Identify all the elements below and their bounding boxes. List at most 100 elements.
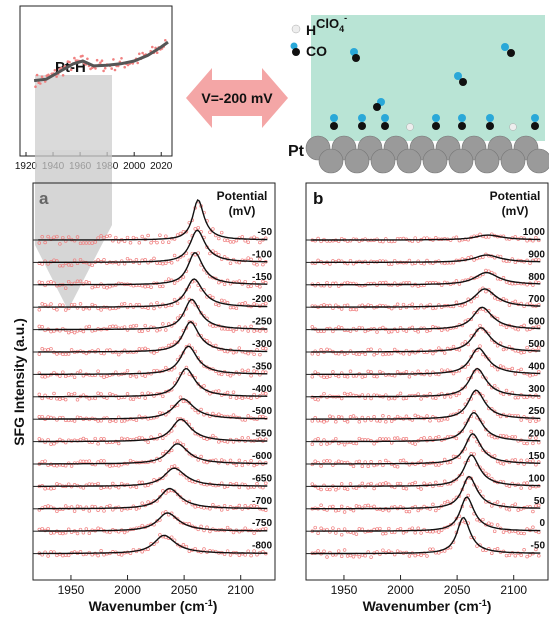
spectrum-data-point [378,526,382,531]
spectrum-data-point [193,505,197,509]
spectrum-data-point [484,268,488,273]
spectrum-data-point [419,459,423,463]
spectrum-data-point [246,436,250,440]
spectrum-data-point [498,414,503,419]
spectrum-data-point [175,439,180,443]
spectrum-data-point [234,481,239,486]
inset-point [110,67,113,70]
spectrum-data-point [61,235,65,240]
spectrum-data-point [345,420,350,424]
spectrum-data-point [445,417,450,421]
spectrum-data-point [445,461,450,465]
spectrum-data-point [531,509,535,514]
spectrum-data-point [516,327,520,332]
spectrum-data-point [196,382,200,386]
spectrum-data-point [90,482,94,487]
spectrum-data-point [178,296,183,300]
spectrum-data-point [428,392,432,396]
potential-label: -50 [531,541,546,552]
spectrum-data-point [490,504,494,508]
spectrum-data-point [363,374,367,378]
spectrum-data-point [225,525,230,530]
spectrum-data-point [149,302,153,307]
spectrum-data-point [507,303,512,307]
spectrum-data-point [460,342,465,346]
spectrum-data-point [339,482,344,486]
spectrum-fit-line [311,288,541,308]
spectrum-data-point [72,509,77,513]
spectrum-data-point [81,486,86,490]
spectrum-data-point [525,481,529,485]
co-legend-icon-o [290,42,298,50]
adsorbed-co-carbon [458,122,466,130]
adsorbed-co-carbon [330,122,338,130]
spectrum-data-point [484,471,488,476]
spectrum-data-point [328,262,332,266]
spectrum-data-point [99,392,103,396]
spectrum-data-point [208,322,212,327]
spectrum-data-point [116,262,121,266]
spectrum-data-point [219,327,224,331]
inset-point [113,68,117,72]
spectrum-data-point [522,531,526,536]
spectrum-data-point [228,458,233,463]
spectrum-data-point [93,436,97,441]
spectrum-data-point [55,509,59,514]
zoom-shade [35,150,112,310]
spectrum-data-point [87,531,92,536]
spectrum-fit-line [311,306,541,331]
spectrum-data-point [419,487,423,491]
spectrum-data-point [155,240,159,245]
spectrum-data-point [375,418,379,423]
spectrum-data-point [134,258,139,262]
spectrum-data-point [175,492,180,497]
spectrum-data-point [108,464,112,468]
spectrum-data-point [345,554,350,558]
spectrum-data-point [75,415,80,419]
spectrum-data-point [510,434,515,439]
spectrum-data-point [172,340,177,344]
spectrum-data-point [484,329,488,334]
spectrum-data-point [252,235,256,239]
spectrum-fit-line [38,229,268,263]
spectrum-data-point [264,346,268,351]
spectrum-data-point [378,437,382,441]
spectrum-data-point [416,284,420,289]
spectrum-data-point [202,547,206,551]
spectrum-data-point [345,487,350,491]
spectrum-data-point [211,411,215,416]
spectrum-data-point [96,419,100,423]
spectrum-data-point [125,256,130,261]
spectrum-data-point [319,464,323,468]
pt-atom [344,148,370,174]
spectrum-data-point [431,530,435,534]
spectrum-data-point [342,391,347,396]
spectrum-data-point [522,548,526,552]
spectrum-data-point [428,436,432,440]
spectrum-data-point [492,383,497,388]
inset-highlight [35,75,112,150]
potential-label: -800 [252,541,272,552]
spectrum-data-point [354,307,359,312]
spectrum-data-point [395,370,400,374]
spectrum-data-point [537,346,541,350]
spectrum-data-point [75,504,80,509]
spectrum-data-point [240,302,245,306]
spectrum-data-point [63,531,68,535]
inset-point [112,58,115,61]
spectrum-data-point [181,543,186,547]
spectrum-data-point [246,329,250,333]
spectrum-data-point [140,347,144,351]
spectrum-data-point [398,391,403,396]
spectrum-data-point [372,374,376,379]
spectrum-data-point [348,482,353,486]
spectrum-data-point [111,324,115,329]
spectrum-data-point [146,440,150,444]
spectrum-data-point [357,436,362,441]
spectrum-data-point [205,437,209,442]
spectrum-data-point [125,235,130,240]
spectrum-data-point [495,547,500,551]
spectrum-data-point [40,302,44,306]
spectrum-data-point [513,553,518,558]
inset-point [155,51,159,54]
